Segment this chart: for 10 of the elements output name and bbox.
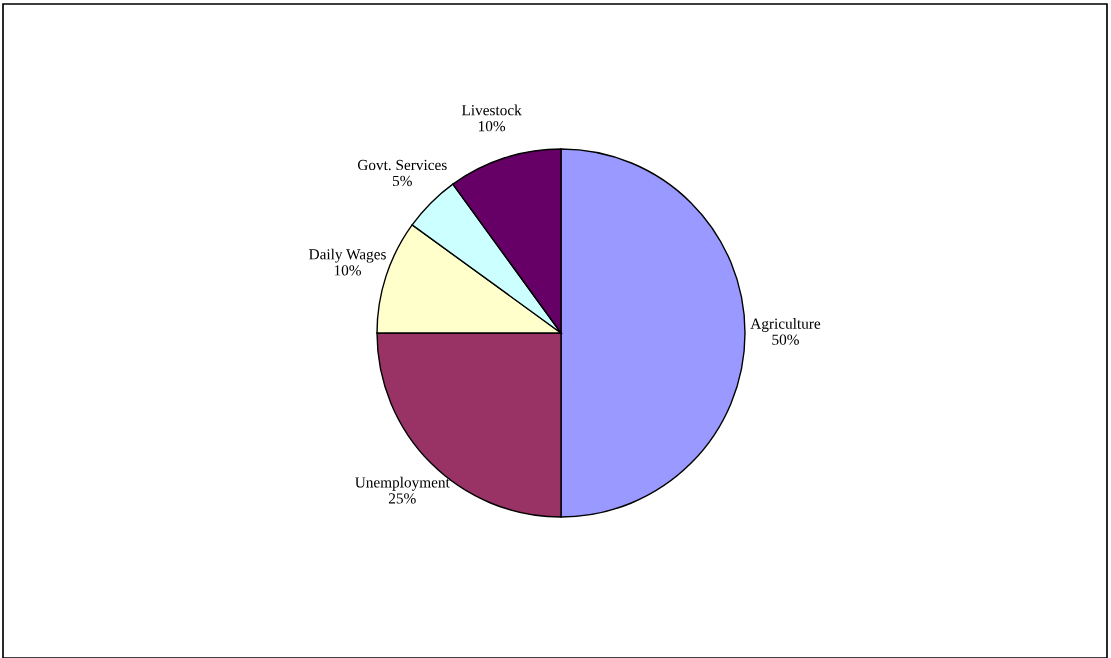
slice-label: Govt. Services xyxy=(357,159,447,171)
data-label: 25% xyxy=(388,493,416,504)
slice-label: Daily Wages xyxy=(309,248,386,263)
data-label: 5% xyxy=(392,175,412,187)
slice-label: Unemployment xyxy=(355,476,450,491)
data-label: 10% xyxy=(478,121,506,132)
data-label: 50% xyxy=(772,334,799,345)
slice-label: Livestock xyxy=(461,104,522,116)
data-label: 10% xyxy=(334,265,361,276)
slice-label: Agriculture xyxy=(750,318,821,332)
